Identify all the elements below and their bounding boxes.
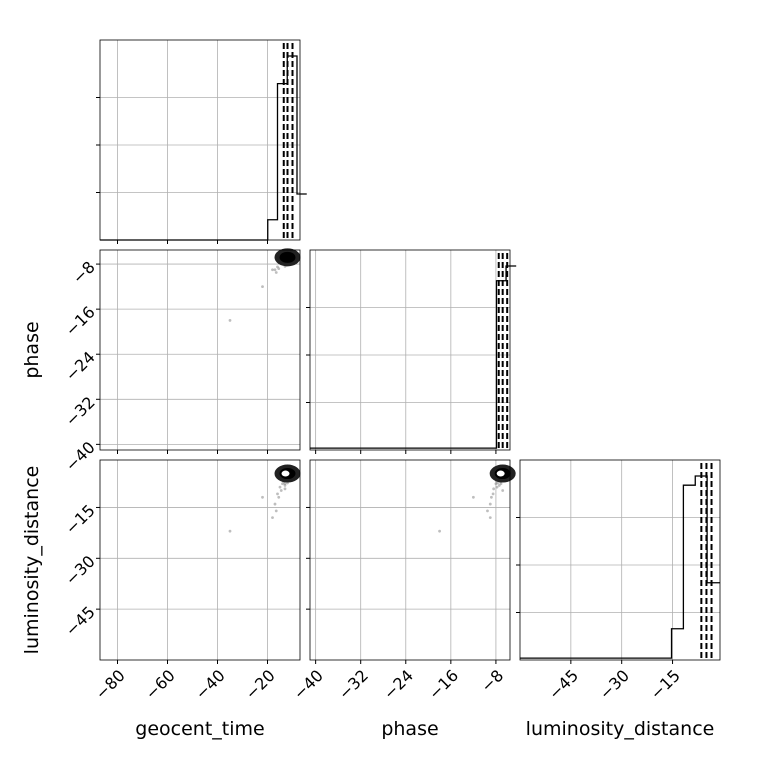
y-tick-label: −8 bbox=[69, 257, 99, 287]
panel-frame bbox=[519, 459, 721, 661]
panel-phase-luminosity_distance bbox=[306, 459, 516, 664]
panel-luminosity_distance-luminosity_distance bbox=[516, 459, 721, 664]
x-tick-label: −40 bbox=[192, 666, 229, 703]
x-tick-label: −45 bbox=[545, 666, 582, 703]
sample-point bbox=[273, 502, 277, 506]
density-contour-hole bbox=[496, 470, 505, 477]
sample-point bbox=[274, 509, 278, 513]
panel-geocent_time-luminosity_distance bbox=[96, 459, 301, 664]
y-tick-label: −32 bbox=[61, 393, 98, 430]
sample-point bbox=[486, 509, 489, 513]
sample-point bbox=[281, 482, 284, 486]
sample-point bbox=[277, 495, 281, 499]
sample-point bbox=[261, 285, 264, 289]
sample-point bbox=[261, 495, 264, 499]
y-tick-label: −45 bbox=[61, 603, 98, 640]
sample-point bbox=[491, 492, 495, 496]
panel-frame bbox=[99, 39, 301, 241]
panel-phase-phase bbox=[306, 249, 517, 454]
panel-frame bbox=[309, 249, 511, 451]
x-tick-label: −8 bbox=[477, 666, 507, 696]
histogram-step bbox=[100, 55, 307, 241]
panel-frame bbox=[99, 459, 301, 661]
density-contour-core bbox=[279, 251, 296, 263]
y-tick-label: −16 bbox=[61, 303, 98, 340]
sample-point bbox=[488, 516, 492, 520]
sample-point bbox=[492, 487, 496, 491]
sample-point bbox=[488, 502, 492, 506]
x-axis-label: geocent_time bbox=[135, 718, 264, 740]
y-tick-label: −30 bbox=[61, 552, 98, 589]
panel-frame bbox=[99, 249, 301, 451]
sample-point bbox=[279, 489, 283, 492]
x-tick-label: −15 bbox=[647, 666, 684, 703]
y-axis-label: phase bbox=[21, 321, 43, 378]
x-tick-label: −20 bbox=[242, 666, 279, 703]
sample-point bbox=[471, 495, 475, 499]
sample-point bbox=[271, 268, 274, 272]
sample-point bbox=[228, 319, 232, 322]
x-tick-label: −24 bbox=[380, 666, 417, 703]
x-tick-label: −40 bbox=[290, 666, 327, 703]
sample-point bbox=[283, 487, 287, 491]
sample-point bbox=[283, 484, 287, 487]
sample-point bbox=[271, 516, 274, 520]
sample-point bbox=[438, 529, 441, 533]
x-tick-label: −16 bbox=[425, 666, 462, 703]
density-contour-hole bbox=[281, 470, 290, 477]
y-tick-label: −15 bbox=[61, 501, 98, 538]
x-axis-label: luminosity_distance bbox=[526, 718, 715, 740]
sample-point bbox=[495, 485, 499, 489]
sample-point bbox=[499, 482, 503, 486]
x-axis-label: phase bbox=[381, 718, 438, 740]
x-tick-label: −60 bbox=[142, 666, 179, 703]
y-tick-label: −24 bbox=[61, 348, 98, 385]
sample-point bbox=[276, 492, 279, 496]
y-tick-label: −40 bbox=[61, 438, 98, 475]
sample-point bbox=[277, 267, 281, 270]
x-tick-label: −30 bbox=[596, 666, 633, 703]
sample-point bbox=[274, 271, 278, 274]
sample-point bbox=[496, 481, 500, 485]
panel-geocent_time-geocent_time bbox=[96, 39, 307, 244]
sample-point bbox=[228, 529, 232, 533]
y-axis-label: luminosity_distance bbox=[21, 466, 43, 655]
sample-point bbox=[278, 485, 282, 489]
x-tick-label: −80 bbox=[92, 666, 129, 703]
histogram-step bbox=[520, 475, 720, 659]
sample-point bbox=[501, 489, 505, 492]
histogram-step bbox=[310, 265, 517, 449]
sample-point bbox=[490, 495, 493, 499]
sample-point bbox=[497, 484, 501, 487]
x-tick-label: −32 bbox=[335, 666, 372, 703]
panel-frame bbox=[309, 459, 511, 661]
panel-geocent_time-phase bbox=[96, 248, 301, 454]
sample-point bbox=[273, 268, 277, 272]
